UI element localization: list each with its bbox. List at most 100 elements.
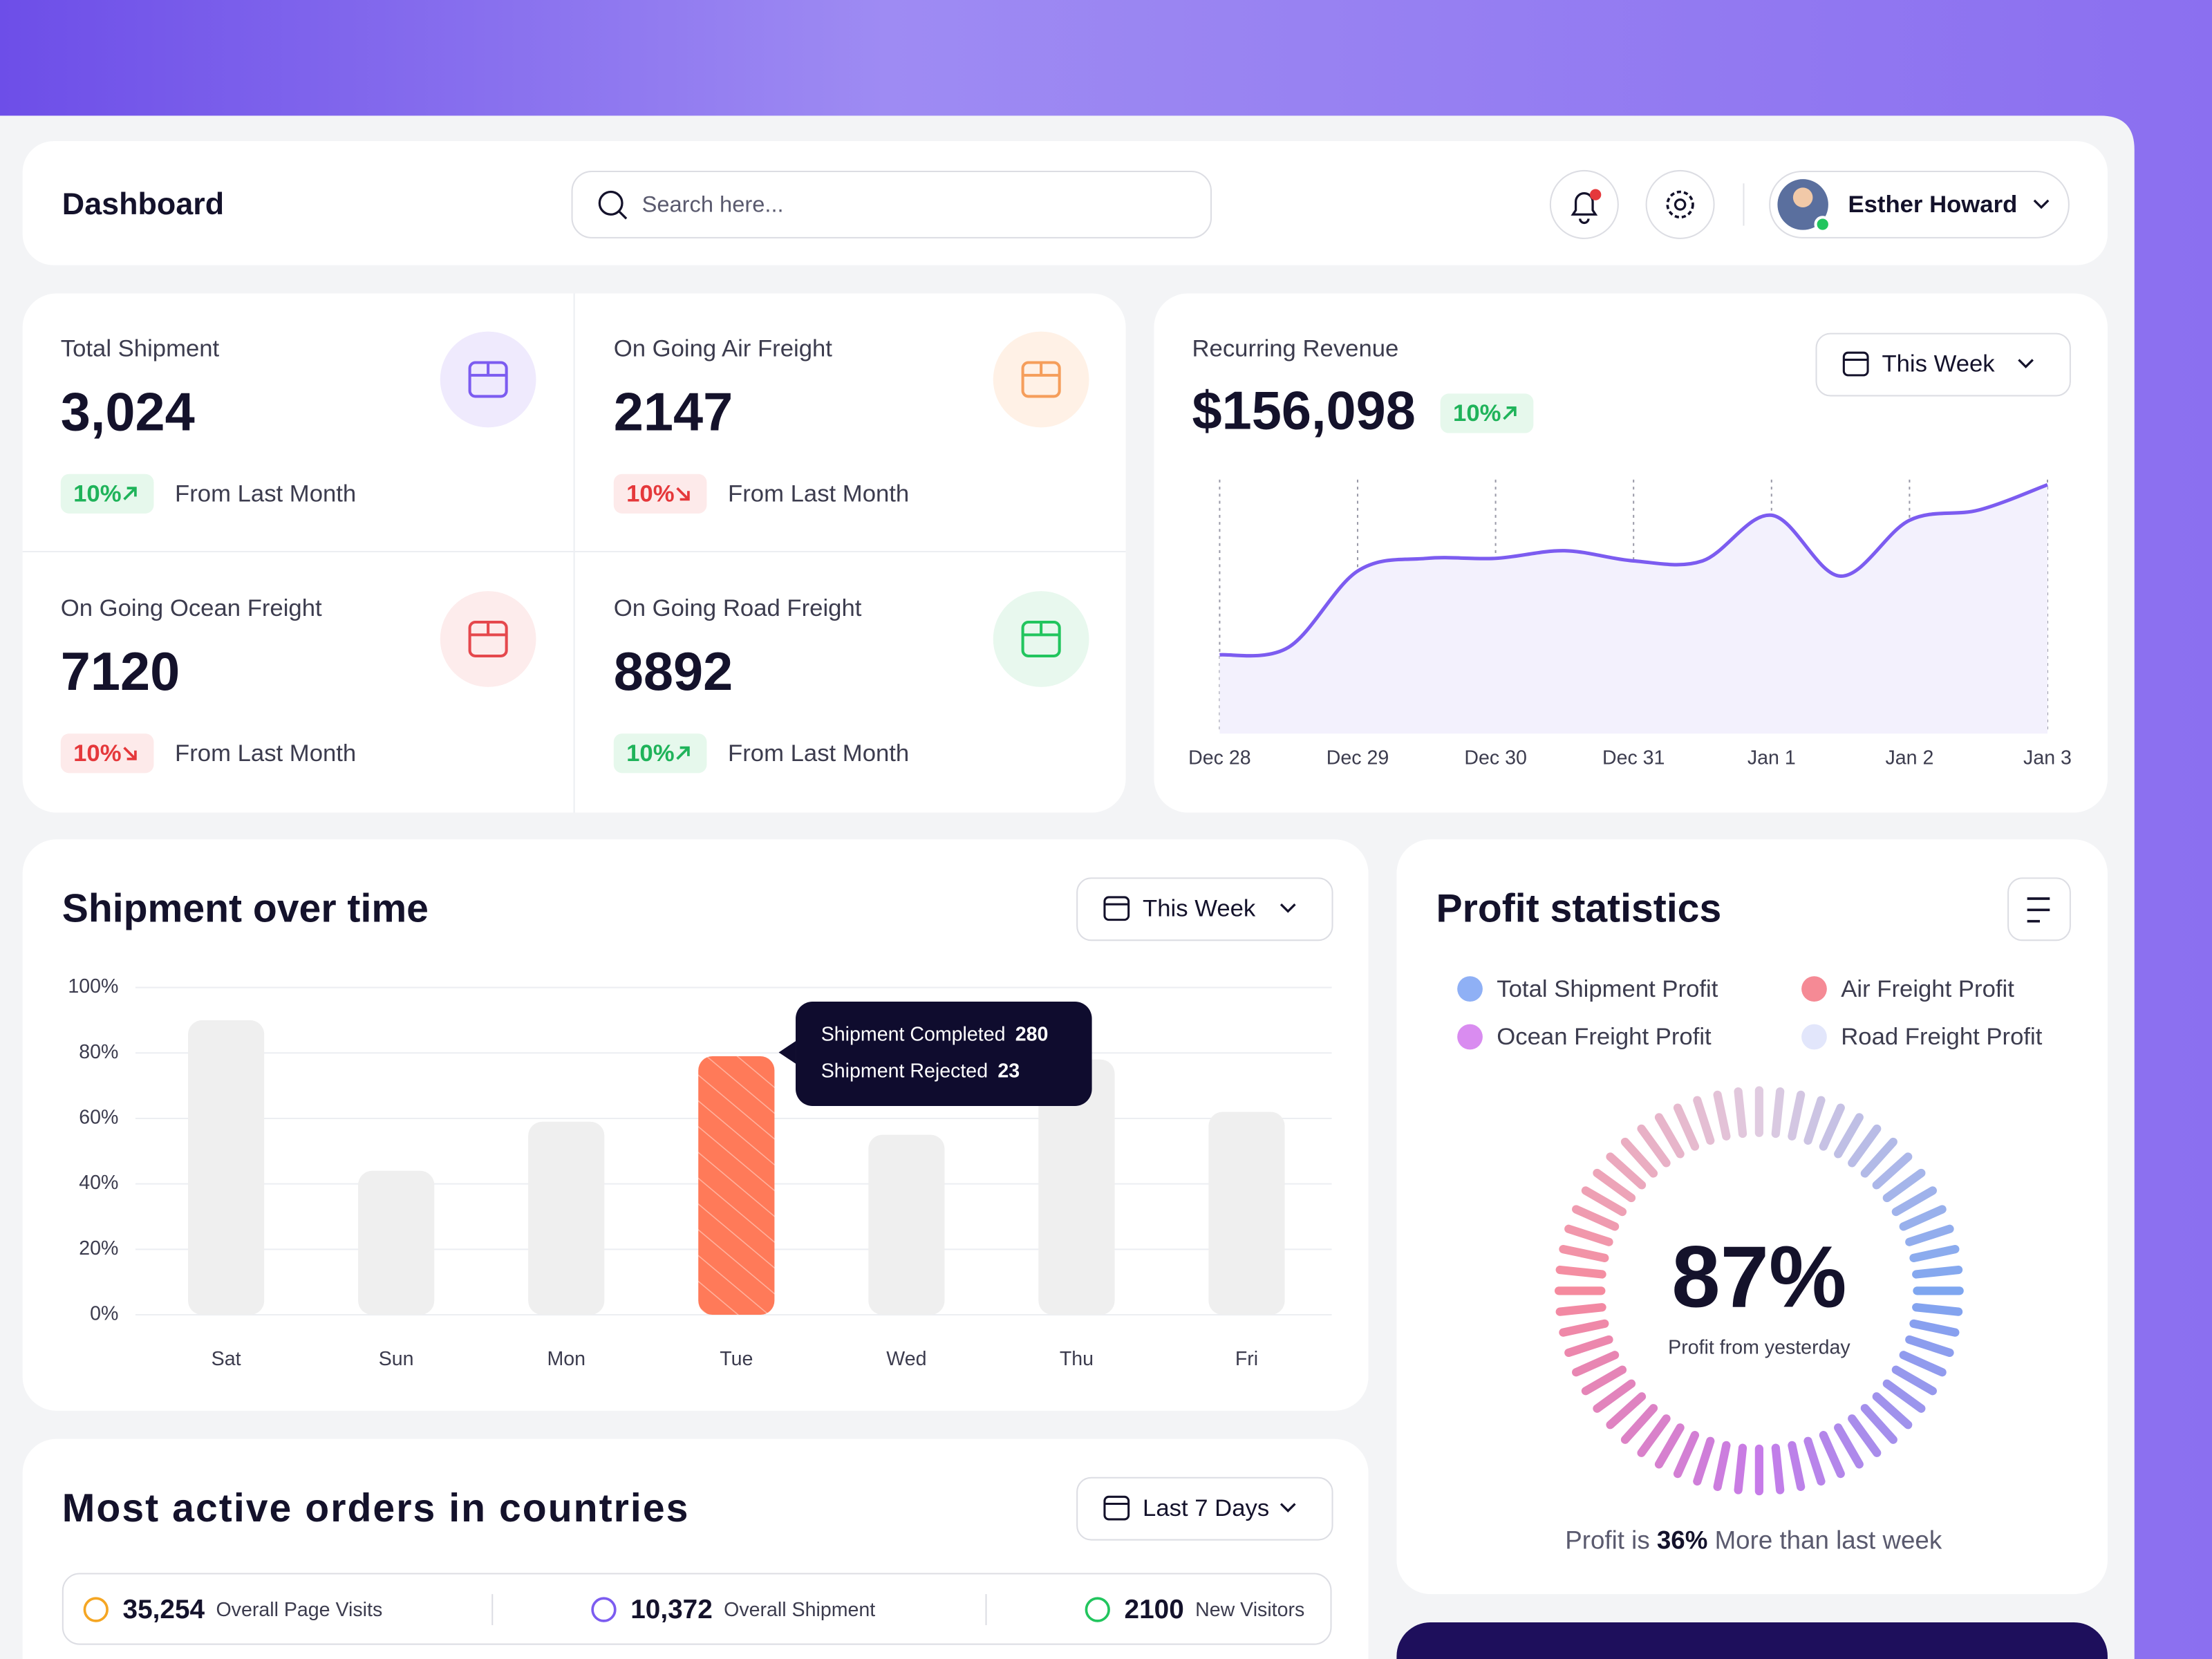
menu-icon — [2027, 897, 2050, 923]
period-label: This Week — [1882, 351, 1995, 377]
x-tick-label: Jan 1 — [1747, 747, 1796, 769]
gauge-tick — [1734, 1087, 1747, 1138]
user-menu[interactable] — [1769, 170, 2070, 238]
gauge-tick — [1606, 1152, 1647, 1190]
tooltip-value: 280 — [1015, 1024, 1049, 1046]
change-value: 10% — [626, 740, 674, 767]
gauge-tick — [1909, 1244, 1960, 1262]
summary-value: 10,372 — [630, 1595, 713, 1624]
tooltip-label: Shipment Rejected — [821, 1060, 988, 1082]
bar — [868, 1134, 945, 1315]
search-icon — [618, 210, 628, 220]
period-dropdown[interactable] — [1076, 877, 1333, 941]
notification-button[interactable] — [1549, 169, 1619, 239]
stat-note: From Last Month — [728, 480, 909, 507]
gauge-tick — [1882, 1168, 1926, 1203]
stat-label: On Going Air Freight — [614, 335, 833, 362]
area — [1219, 485, 2047, 734]
revenue-value: $156,098 — [1192, 381, 1415, 440]
x-tick-label: Dec 28 — [1188, 747, 1251, 769]
x-tick-label: Thu — [1060, 1348, 1094, 1370]
tooltip-pointer — [778, 1041, 796, 1064]
legend-label: Air Freight Profit — [1841, 976, 2014, 1002]
gauge-tick — [1905, 1335, 1954, 1358]
stat-value: 3,024 — [61, 383, 195, 442]
chevron — [1280, 1503, 1296, 1513]
gauge-tick — [1654, 1113, 1685, 1159]
period-dropdown[interactable] — [1076, 1477, 1333, 1541]
summary-label: Overall Shipment — [724, 1599, 875, 1621]
stat-value: 8892 — [614, 642, 733, 702]
summary-label: Overall Page Visits — [216, 1599, 382, 1621]
profit-card — [1396, 839, 2108, 1595]
stat-note: From Last Month — [175, 480, 356, 507]
gauge-tick — [1555, 1265, 1606, 1279]
stat-label: On Going Ocean Freight — [61, 595, 322, 621]
gauge-tick — [1693, 1436, 1715, 1486]
gauge-tick — [1637, 1414, 1671, 1457]
x-tick-label: Tue — [720, 1348, 753, 1370]
gauge-tick — [1899, 1205, 1947, 1231]
gear-icon — [1674, 198, 1687, 211]
x-tick-label: Jan 3 — [2023, 747, 2072, 769]
settings-button[interactable] — [1645, 169, 1715, 239]
page-title: Dashboard — [62, 186, 224, 221]
gauge-tick — [1620, 1404, 1658, 1444]
gauge-tick — [1872, 1392, 1913, 1430]
gauge-tick — [1555, 1303, 1606, 1316]
change-value: 10% — [73, 740, 121, 767]
x-tick-label: Dec 30 — [1464, 747, 1527, 769]
online-dot — [1814, 216, 1831, 233]
stat-note: From Last Month — [728, 740, 909, 767]
x-tick-label: Sun — [379, 1348, 414, 1370]
gauge-tick — [1891, 1186, 1937, 1217]
calendar-icon — [1842, 351, 1869, 377]
tooltip — [796, 1001, 1092, 1106]
bell-icon — [1571, 191, 1598, 225]
period-dropdown[interactable] — [1815, 332, 2071, 397]
chevron — [1280, 903, 1296, 913]
change-badge — [613, 733, 707, 774]
change-badge — [60, 474, 154, 514]
summary-value: 2100 — [1125, 1595, 1184, 1624]
summary-bar — [62, 1573, 1332, 1645]
stat-icon-bg — [440, 331, 536, 428]
stat-icon — [1022, 362, 1060, 377]
x-tick-label: Dec 31 — [1602, 747, 1665, 769]
trend-arrow — [676, 746, 690, 760]
period-label: Last 7 Days — [1143, 1495, 1269, 1521]
search-placeholder: Search here... — [642, 191, 784, 217]
gauge-tick — [1912, 1265, 1963, 1279]
bar — [1038, 1059, 1115, 1315]
y-tick-label: 60% — [79, 1107, 118, 1129]
bar — [528, 1121, 605, 1315]
x-tick-label: Dec 29 — [1327, 747, 1389, 769]
gauge-tick — [1713, 1090, 1731, 1141]
user-name: Esther Howard — [1848, 191, 2017, 218]
bar — [188, 1020, 265, 1315]
change-value: 10% — [626, 480, 674, 507]
gauge-tick — [1572, 1205, 1620, 1231]
gauge-tick — [1819, 1103, 1845, 1151]
profit-footer: Profit is 36% More than last week — [1565, 1526, 1942, 1554]
chevron — [2033, 199, 2050, 209]
avatar — [1792, 187, 1813, 207]
stat-note: From Last Month — [175, 740, 356, 767]
gauge-tick — [1848, 1414, 1882, 1457]
gauge-tick — [1593, 1168, 1636, 1203]
change-value: 10% — [73, 480, 121, 507]
card-title: Shipment over time — [62, 886, 429, 930]
gauge-tick — [1905, 1224, 1954, 1246]
search-box[interactable] — [571, 170, 1212, 238]
gauge-tick — [1593, 1379, 1636, 1413]
stat-value: 7120 — [61, 642, 180, 702]
gauge-tick — [1771, 1443, 1785, 1494]
gauge-tick — [1834, 1423, 1864, 1469]
summary-icon — [591, 1597, 617, 1622]
x-tick-label: Jan 2 — [1885, 747, 1933, 769]
gauge-tick — [1581, 1186, 1627, 1217]
gauge-tick — [1572, 1351, 1620, 1377]
gauge-tick — [1819, 1431, 1845, 1479]
gauge-tick — [1559, 1319, 1609, 1337]
